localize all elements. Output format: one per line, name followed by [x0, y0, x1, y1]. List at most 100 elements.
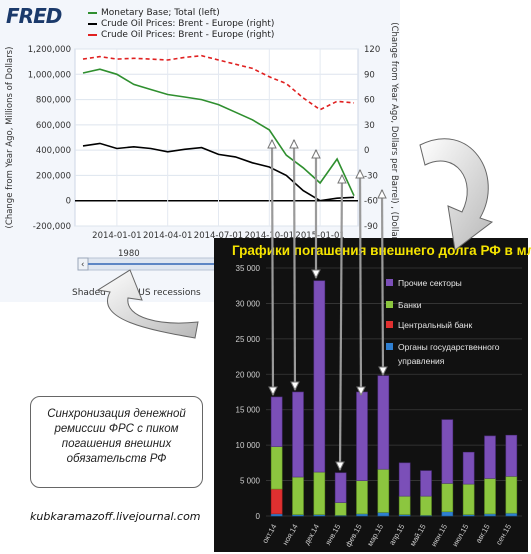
- fred-chart-svg: 1,200,000 1,000,000 800,000 600,000 400,000 2…: [5, 22, 399, 292]
- fred-source-note: Shaded ar ate US recessions: [72, 288, 201, 298]
- legend-label: управления: [398, 356, 445, 366]
- bar-segment: [377, 468, 390, 513]
- plot-area: [74, 48, 359, 227]
- right-tick-label: 30: [364, 121, 375, 131]
- y-tick-label: 30 000: [236, 299, 261, 308]
- bar-segment: [484, 478, 496, 515]
- y-tick-label: 10 000: [236, 441, 261, 450]
- y-tick-label: 35 000: [236, 264, 261, 273]
- legend-swatch: [386, 301, 393, 308]
- x-tick-label: мар.15: [365, 523, 385, 548]
- fred-chart-panel: 1,200,000 1,000,000 800,000 600,000 400,000 2…: [0, 0, 400, 302]
- y-tick-label: 20 000: [236, 370, 261, 379]
- bar-segment: [334, 472, 347, 503]
- x-tick-label: окт.14: [260, 523, 278, 545]
- x-tick-label: дек.14: [302, 523, 321, 547]
- slider-year-label: 1980: [118, 249, 140, 259]
- bar-segment: [420, 495, 432, 516]
- legend-label: Органы государственного: [398, 342, 500, 352]
- x-tick-label: май.15: [408, 523, 428, 548]
- bar-segment: [505, 434, 518, 477]
- fred-logo: FRED: [6, 4, 62, 28]
- legend-swatch-green: [88, 11, 97, 14]
- bar-segment: [377, 512, 390, 517]
- left-tick-label: 800,000: [36, 96, 71, 106]
- site-url: kubkaramazoff.livejournal.com: [30, 510, 201, 523]
- bar-segment: [334, 502, 347, 516]
- x-tick-label: янв.15: [323, 523, 342, 547]
- bar-segment: [377, 375, 390, 470]
- fred-legend-item-1: Monetary Base; Total (left): [88, 8, 220, 18]
- left-tick-label: -200,000: [33, 222, 71, 232]
- x-tick-label: июн.15: [429, 523, 449, 549]
- y-tick-label: 5 000: [240, 477, 261, 486]
- bar-segment: [484, 513, 496, 517]
- y-tick-label: 0: [256, 512, 261, 521]
- series-line-3: [82, 54, 355, 111]
- x-tick-label: ноя.14: [281, 523, 300, 547]
- x-tick-label: 2014-10-01: [245, 231, 294, 241]
- bar-segment: [270, 513, 283, 517]
- bar-segment: [356, 513, 368, 517]
- chevron-left-icon: ‹: [81, 260, 84, 270]
- bar-segment: [270, 396, 283, 447]
- debt-chart-svg: 0 5 000 10 000 15 000 20 000 25 000 30 000 35 0…: [236, 264, 522, 549]
- bar-segment: [441, 419, 454, 484]
- bar-segment: [462, 483, 475, 515]
- bar-segment: [420, 470, 432, 497]
- bar-segment: [505, 512, 518, 517]
- caption-line: погашения внешних: [61, 438, 172, 450]
- left-axis-label: (Change from Year Ago, Millions of Dolla…: [5, 47, 15, 229]
- x-tick-label: 2015-01-01: [295, 231, 344, 241]
- fred-legend-item-3: Crude Oil Prices: Brent - Europe (right): [88, 30, 274, 40]
- right-tick-label: 90: [364, 70, 375, 80]
- y-tick-label: 25 000: [236, 335, 261, 344]
- legend-label: Центральный банк: [398, 320, 472, 330]
- legend-swatch: [386, 279, 393, 286]
- bar-segment: [398, 495, 411, 515]
- series-line-1: [82, 68, 355, 197]
- bar-segment: [441, 483, 454, 513]
- x-tick-label: 2014-01-01: [92, 231, 141, 241]
- left-tick-label: 0: [66, 197, 71, 207]
- x-tick-label: авг.15: [474, 523, 492, 545]
- left-tick-label: 400,000: [36, 146, 71, 156]
- y-tick-label: 15 000: [236, 406, 261, 415]
- x-tick-label: 2014-07-01: [194, 231, 243, 241]
- right-tick-label: 0: [364, 146, 369, 156]
- bar-segment: [270, 446, 283, 490]
- debt-chart-panel: 0 5 000 10 000 15 000 20 000 25 000 30 000 35 0…: [214, 238, 531, 552]
- left-tick-label: 1,200,000: [28, 45, 71, 55]
- right-tick-label: 120: [364, 45, 380, 55]
- left-tick-label: 600,000: [36, 121, 71, 131]
- left-tick-label: 200,000: [36, 171, 71, 181]
- bar-segment: [484, 435, 496, 479]
- fred-legend-item-2: Crude Oil Prices: Brent - Europe (right): [88, 19, 274, 29]
- left-tick-label: 1,000,000: [28, 70, 71, 80]
- curved-arrow-right-icon: [419, 138, 494, 251]
- bar-segment: [270, 488, 283, 515]
- bar-segment: [441, 511, 454, 517]
- bar-segment: [398, 462, 411, 497]
- series-line-2: [82, 142, 355, 202]
- legend-swatch: [386, 321, 393, 328]
- bar-segment: [292, 391, 304, 478]
- bar-segment: [313, 280, 326, 473]
- debt-chart-title: Графики погашения внешнего долга РФ в мл…: [232, 243, 531, 258]
- bar-segment: [505, 476, 518, 514]
- right-tick-label: 60: [364, 96, 375, 106]
- x-tick-label: апр.15: [387, 523, 406, 547]
- legend-label: Прочие секторы: [398, 278, 462, 288]
- x-tick-label: фев.15: [344, 523, 364, 549]
- legend-swatch: [386, 343, 393, 350]
- legend-swatch-black: [88, 22, 97, 25]
- bar-segment: [462, 451, 475, 485]
- bar-segment: [313, 471, 326, 515]
- caption-line: обязательств РФ: [66, 453, 167, 465]
- x-tick-label: 2014-04-01: [143, 231, 192, 241]
- right-tick-label: -90: [364, 222, 378, 232]
- right-axis-label: (Change from Year Ago, Dollars per Barre…: [389, 22, 399, 292]
- legend-swatch-red-dashed: [88, 33, 97, 36]
- bar-segment: [356, 391, 368, 481]
- right-tick-label: -30: [364, 171, 378, 181]
